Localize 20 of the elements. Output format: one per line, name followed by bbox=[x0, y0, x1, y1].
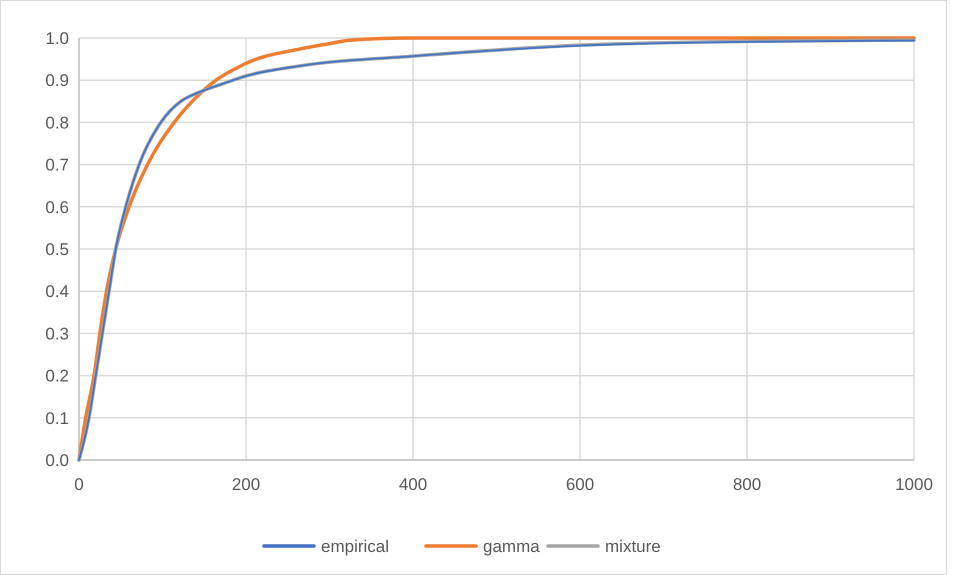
x-tick-label: 200 bbox=[232, 475, 260, 494]
y-tick-label: 0.2 bbox=[45, 366, 69, 386]
y-tick-label: 1.0 bbox=[45, 28, 69, 48]
x-tick-label: 600 bbox=[566, 475, 594, 494]
legend-label: gamma bbox=[483, 536, 540, 556]
x-tick-label: 0 bbox=[74, 475, 84, 494]
legend-label: mixture bbox=[605, 536, 661, 556]
y-tick-label: 0.9 bbox=[45, 71, 69, 90]
x-tick-label: 400 bbox=[398, 475, 428, 494]
y-tick-label: 0.8 bbox=[45, 113, 69, 132]
y-tick-label: 0.7 bbox=[45, 156, 69, 175]
y-tick-label: 0.3 bbox=[45, 324, 69, 344]
x-tick-label: 800 bbox=[732, 475, 762, 494]
y-tick-label: 0.1 bbox=[45, 408, 69, 428]
y-tick-label: 0.6 bbox=[45, 198, 69, 217]
y-tick-label: 0.4 bbox=[45, 282, 69, 302]
x-tick-label: 1000 bbox=[895, 475, 933, 494]
legend-label: empirical bbox=[321, 536, 390, 556]
y-tick-label: 0.5 bbox=[45, 240, 69, 259]
y-tick-label: 0.0 bbox=[45, 450, 69, 470]
